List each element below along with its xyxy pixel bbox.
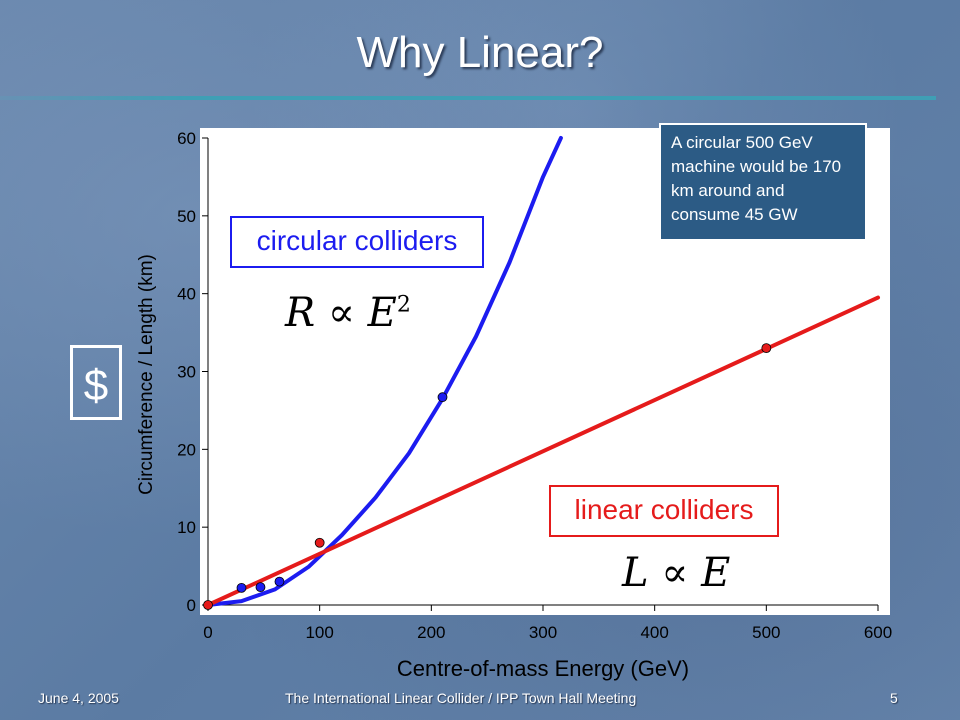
x-tick-label: 500 bbox=[752, 623, 780, 642]
y-tick-label: 10 bbox=[177, 518, 196, 537]
formula-e-symbol: E bbox=[367, 290, 397, 336]
proportional-symbol: ∝ bbox=[661, 550, 689, 596]
note-callout: A circular 500 GeV machine would be 170 … bbox=[659, 123, 867, 241]
proportional-symbol: ∝ bbox=[327, 290, 355, 336]
data-point-linear bbox=[761, 343, 772, 354]
y-tick-label: 60 bbox=[177, 129, 196, 148]
y-tick-label: 20 bbox=[177, 440, 196, 459]
x-axis-label: Centre-of-mass Energy (GeV) bbox=[397, 656, 689, 681]
formula-e-symbol: E bbox=[701, 550, 731, 596]
data-point-circular bbox=[274, 576, 285, 587]
data-point-circular bbox=[236, 582, 247, 593]
y-tick-label: 30 bbox=[177, 363, 196, 382]
y-axis-label: Circumference / Length (km) bbox=[136, 254, 157, 495]
x-tick-label: 100 bbox=[305, 623, 333, 642]
axes: 0 100 200 300 400 500 600 0 10 20 30 40 50 60 bbox=[177, 129, 892, 642]
page-number: 5 bbox=[890, 690, 898, 706]
series-line-circular bbox=[206, 136, 563, 607]
y-tick-label: 40 bbox=[177, 285, 196, 304]
y-tick-label: 0 bbox=[187, 596, 196, 615]
x-tick-label: 0 bbox=[203, 623, 212, 642]
formula-exponent: 2 bbox=[396, 292, 411, 318]
data-point-linear bbox=[314, 537, 325, 548]
linear-scaling-formula: L ∝ E bbox=[622, 550, 730, 596]
x-tick-label: 400 bbox=[640, 623, 668, 642]
footer-date: June 4, 2005 bbox=[38, 690, 119, 706]
formula-l-symbol: L bbox=[622, 550, 649, 596]
formula-r-symbol: R bbox=[285, 290, 316, 336]
x-tick-label: 200 bbox=[417, 623, 445, 642]
linear-colliders-label: linear colliders bbox=[549, 485, 779, 537]
title-divider bbox=[0, 96, 936, 100]
slide-title: Why Linear? bbox=[356, 28, 604, 77]
circular-scaling-formula: R ∝ E2 bbox=[285, 290, 411, 336]
circular-colliders-label: circular colliders bbox=[230, 216, 484, 268]
footer-title: The International Linear Collider / IPP … bbox=[285, 690, 637, 706]
data-point-circular bbox=[437, 392, 448, 403]
y-tick-label: 50 bbox=[177, 207, 196, 226]
x-tick-label: 600 bbox=[864, 623, 892, 642]
x-tick-label: 300 bbox=[529, 623, 557, 642]
dollar-icon: $ bbox=[70, 345, 122, 420]
data-point-linear bbox=[203, 600, 213, 610]
data-point-circular bbox=[255, 582, 266, 592]
series-points bbox=[203, 343, 772, 610]
